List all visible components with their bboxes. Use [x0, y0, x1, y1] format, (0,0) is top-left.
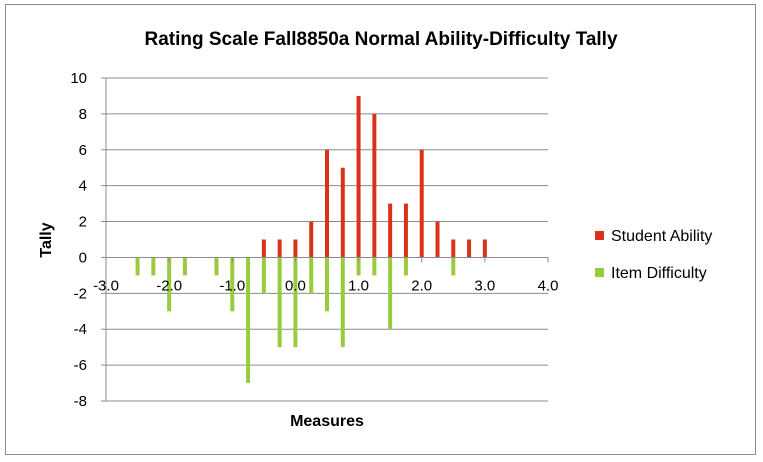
legend-swatch-student-ability: [595, 231, 604, 240]
bar-item-difficulty-17: [451, 257, 456, 276]
y-tick-label: -4: [74, 321, 87, 338]
bar-item-difficulty-9: [293, 257, 298, 348]
bar-student-ability-5: [340, 167, 345, 258]
bar-item-difficulty-2: [167, 257, 172, 312]
bar-item-difficulty-13: [356, 257, 361, 276]
bar-student-ability-8: [388, 203, 393, 258]
x-axis-title: Measures: [290, 413, 364, 430]
y-tick-label: 10: [70, 70, 87, 87]
bar-student-ability-12: [451, 239, 456, 258]
bar-student-ability-0: [261, 239, 266, 258]
bar-item-difficulty-12: [340, 257, 345, 348]
bar-item-difficulty-0: [135, 257, 140, 276]
bar-item-difficulty-1: [151, 257, 156, 276]
bar-item-difficulty-14: [372, 257, 377, 276]
bar-item-difficulty-3: [182, 257, 187, 276]
bar-student-ability-14: [482, 239, 487, 258]
bar-student-ability-13: [467, 239, 472, 258]
y-tick-label: -2: [74, 285, 87, 302]
x-tick-label: 1.0: [348, 277, 369, 294]
legend-swatch-item-difficulty: [595, 268, 604, 277]
y-tick-label: 2: [79, 214, 87, 231]
bar-student-ability-4: [325, 149, 329, 258]
y-axis-title: Tally: [38, 222, 55, 257]
y-tick-label: 6: [79, 142, 87, 159]
y-tick-label: -8: [74, 393, 87, 410]
bar-student-ability-11: [435, 221, 440, 258]
x-tick-label: -2.0: [156, 277, 182, 294]
legend: Student Ability Item Difficulty: [595, 228, 712, 282]
x-tick-label: -1.0: [219, 277, 245, 294]
bar-item-difficulty-11: [325, 257, 329, 312]
ticks-layer: -8 -6 -4 -2 0 2 4 6 8 10 -3.0 -2.0 -1.0 0.0 1.0 2.0 3.0 4…: [70, 70, 558, 410]
y-tick-label: 8: [79, 106, 87, 123]
legend-label-item-difficulty: Item Difficulty: [611, 265, 707, 282]
bar-item-difficulty-5: [230, 257, 235, 312]
chart-frame: [5, 4, 756, 455]
bar-item-difficulty-6: [246, 257, 251, 384]
bar-student-ability-6: [356, 95, 361, 258]
bar-student-ability-9: [403, 203, 408, 258]
x-tick-label: 3.0: [474, 277, 495, 294]
y-tick-label: 0: [79, 249, 87, 266]
chart-title: Rating Scale Fall8850a Normal Ability-Di…: [144, 29, 617, 50]
x-tick-label: 0.0: [285, 277, 306, 294]
bar-item-difficulty-8: [277, 257, 282, 348]
bar-item-difficulty-7: [261, 257, 266, 294]
x-tick-label: 4.0: [538, 277, 559, 294]
bar-student-ability-2: [293, 239, 298, 258]
y-tick-label: 4: [79, 178, 87, 195]
x-tick-label: -3.0: [93, 277, 119, 294]
bar-item-difficulty-4: [214, 257, 219, 276]
bar-student-ability-7: [372, 113, 377, 258]
bar-student-ability-1: [277, 239, 282, 258]
axis-layer: [101, 77, 549, 402]
legend-label-student-ability: Student Ability: [611, 228, 712, 245]
bar-student-ability-3: [309, 221, 314, 258]
x-tick-label: 2.0: [411, 277, 432, 294]
bar-item-difficulty-10: [309, 257, 314, 294]
bar-item-difficulty-16: [403, 257, 408, 276]
bars-layer: [135, 95, 487, 384]
bar-item-difficulty-15: [388, 257, 393, 330]
bar-student-ability-10: [419, 149, 424, 258]
y-tick-label: -6: [74, 357, 87, 374]
